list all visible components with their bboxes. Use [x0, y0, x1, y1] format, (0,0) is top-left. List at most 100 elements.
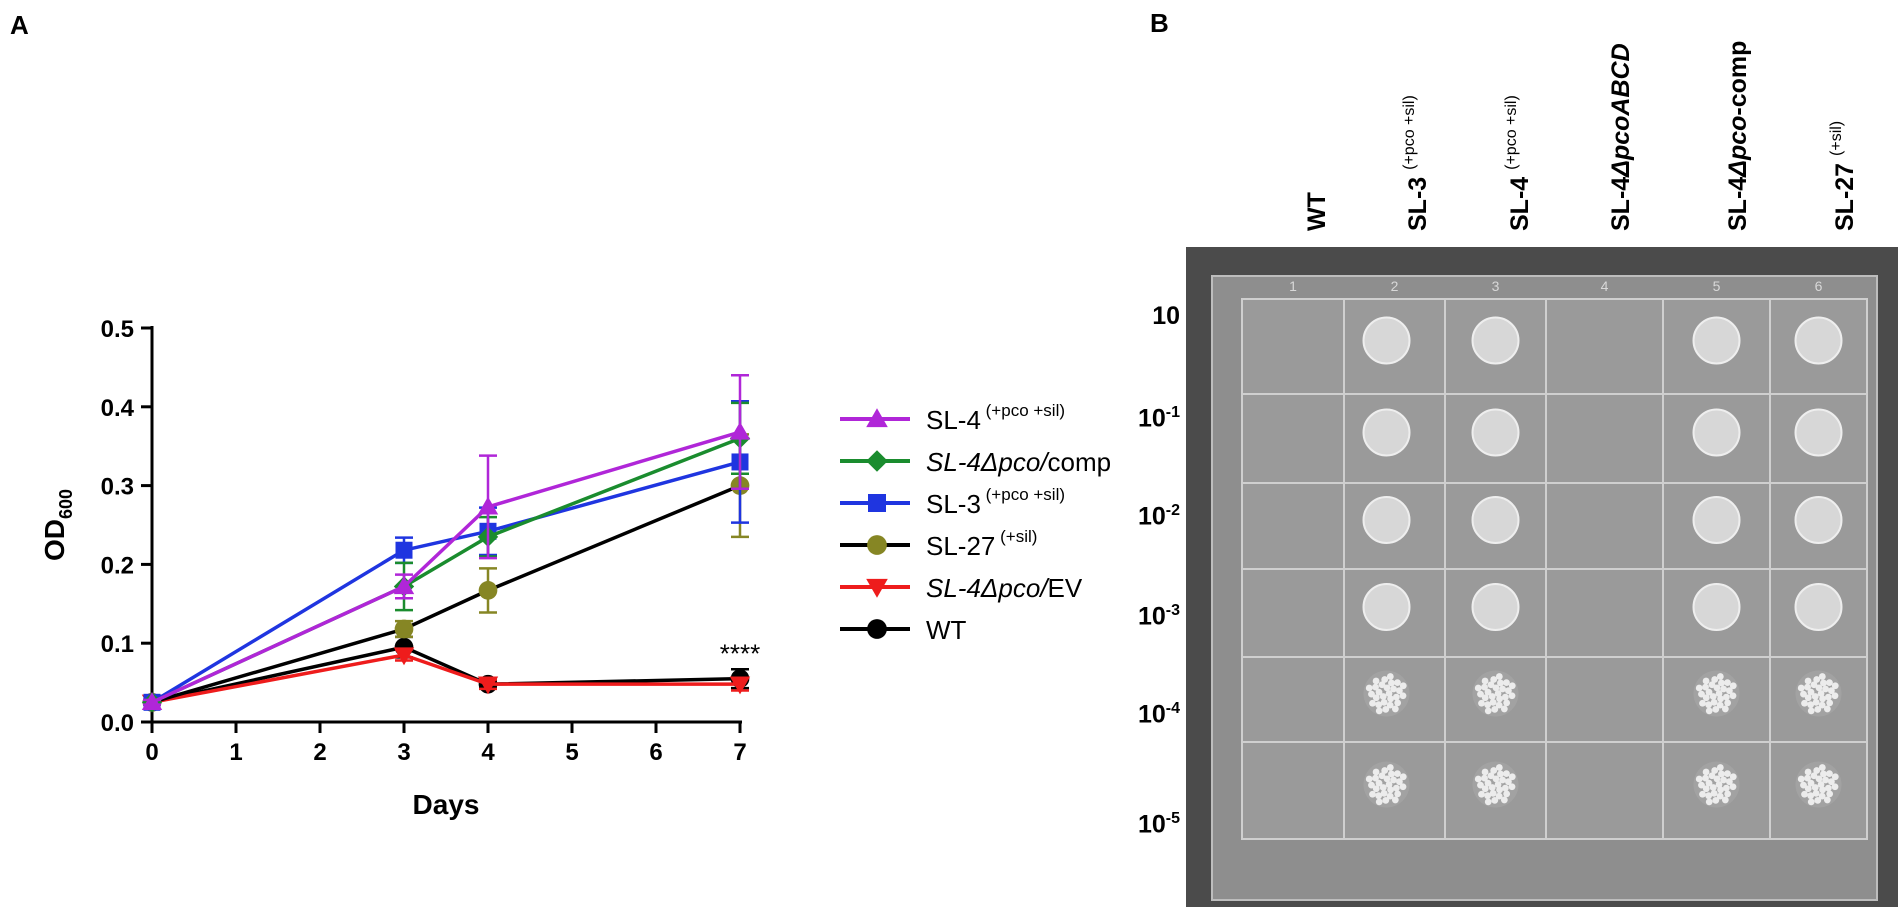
colony	[1388, 770, 1395, 778]
legend-series-name: SL-27	[926, 531, 996, 561]
x-axis-label: Days	[413, 789, 480, 820]
colony	[1495, 764, 1503, 771]
colony	[1818, 764, 1826, 771]
colony	[1699, 699, 1706, 707]
bacterial-colonies	[1363, 670, 1410, 717]
legend-label: SL-4 (+pco +sil)	[926, 401, 1065, 436]
colony	[1375, 779, 1383, 787]
colony	[1818, 673, 1826, 680]
bacterial-spot	[1692, 496, 1741, 544]
colony	[1382, 705, 1390, 713]
colony	[1711, 676, 1719, 683]
x-tick-label: 4	[481, 739, 495, 766]
colony	[1484, 688, 1492, 696]
colony	[1807, 798, 1815, 806]
colony	[1822, 776, 1830, 784]
colony	[1504, 778, 1512, 786]
plate-column-number: 4	[1601, 278, 1609, 294]
colony	[1500, 705, 1508, 713]
row-label-base: 10	[1137, 602, 1166, 631]
colony	[1372, 774, 1379, 782]
colony	[1496, 695, 1503, 703]
legend-series-name: SL-4Δpco/	[926, 447, 1048, 477]
colony	[1391, 796, 1399, 804]
colony	[1702, 694, 1710, 702]
colony	[1477, 690, 1484, 698]
colony	[1720, 776, 1728, 784]
colony	[1497, 770, 1504, 778]
data-point	[477, 496, 499, 515]
colony	[1708, 681, 1716, 689]
colony	[1496, 786, 1503, 794]
bacterial-spot	[1471, 316, 1520, 365]
colony	[1492, 775, 1500, 783]
colony	[1807, 792, 1815, 800]
data-point	[393, 576, 415, 595]
legend-label: WT	[926, 615, 966, 646]
colony	[1375, 701, 1383, 709]
colony	[1382, 796, 1390, 804]
bacterial-spot	[1794, 496, 1843, 544]
colony	[1716, 792, 1724, 800]
colony	[1702, 683, 1709, 691]
colony	[1831, 692, 1839, 700]
colony	[1379, 784, 1387, 791]
row-label-base: 10	[1152, 302, 1180, 330]
data-point	[866, 450, 888, 472]
legend-series-name: SL-3	[926, 489, 981, 519]
row-label-exponent: -2	[1165, 502, 1180, 519]
colony	[1499, 776, 1507, 784]
plate-column-header: SL-3 (+pco +sil)	[1401, 95, 1433, 231]
colony	[1494, 781, 1502, 788]
colony	[1484, 779, 1492, 787]
y-tick-label: 0.1	[101, 631, 134, 658]
bacterial-spot	[1362, 408, 1411, 457]
y-tick-label: 0.4	[101, 395, 135, 422]
colony	[1501, 784, 1509, 792]
colony	[1378, 772, 1386, 780]
x-tick-label: 5	[565, 739, 578, 766]
colony	[1698, 690, 1705, 698]
colony	[1386, 701, 1394, 709]
colony	[1831, 682, 1839, 690]
colony	[1705, 792, 1713, 800]
colony	[1724, 699, 1732, 707]
significance-annotation: ****	[720, 639, 760, 669]
legend-label: SL-27 (+sil)	[926, 527, 1037, 562]
bacterial-colonies	[1795, 761, 1842, 808]
column-header-tail: -comp	[1724, 40, 1752, 116]
colony	[1807, 707, 1815, 715]
legend-label: SL-3 (+pco +sil)	[926, 485, 1065, 520]
colony	[1375, 798, 1383, 806]
colony	[1709, 784, 1717, 791]
colony	[1372, 677, 1380, 685]
colony	[1807, 688, 1815, 696]
plate-column-number: 6	[1815, 278, 1823, 294]
growth-curve-chart: 0 1 2 3 4 5 6 7 0.0 0.1 0.2 0.3 0.4 0.5 Days OD600 ****	[39, 316, 760, 820]
colony	[1705, 688, 1713, 696]
column-header-italic: Δpco	[1724, 115, 1752, 177]
colony	[1824, 693, 1832, 701]
colony	[1388, 679, 1395, 687]
colony	[1716, 764, 1724, 771]
colony	[1831, 783, 1839, 791]
colony	[1720, 685, 1728, 693]
bacterial-colonies	[1363, 761, 1410, 808]
colony	[1503, 770, 1510, 778]
legend-marker-icon	[866, 578, 888, 598]
bacterial-spot	[1692, 408, 1741, 457]
bacterial-spot	[1471, 496, 1520, 544]
bacterial-colonies	[1472, 761, 1519, 808]
x-tick-label: 6	[649, 739, 662, 766]
bacterial-spot	[1362, 496, 1411, 544]
colony	[1378, 681, 1386, 689]
plate-column-header: WT	[1303, 192, 1332, 231]
series-wt	[142, 635, 750, 712]
colony	[1813, 767, 1821, 774]
legend-item: SL-4Δpco/EV	[840, 566, 1170, 608]
colony	[1804, 694, 1812, 702]
colony	[1487, 681, 1495, 689]
colony	[1395, 778, 1403, 786]
colony	[1383, 684, 1391, 692]
colony	[1812, 698, 1820, 706]
